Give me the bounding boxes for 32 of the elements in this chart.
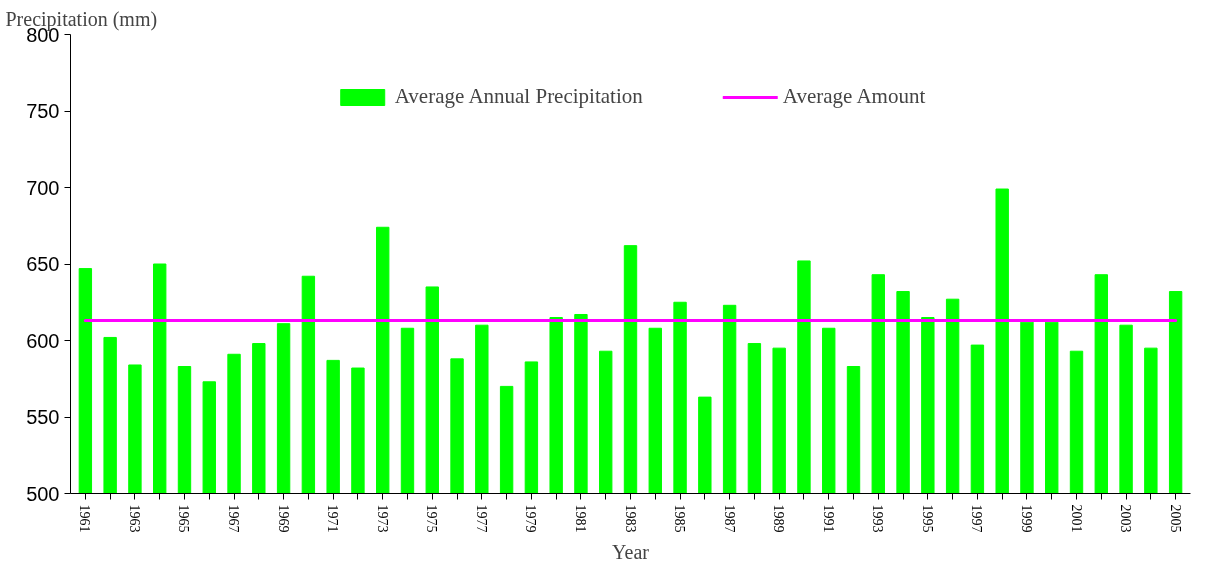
x-tick-label: 1985 (672, 504, 688, 533)
x-tick-label: 1967 (226, 504, 242, 533)
legend-label: Average Annual Precipitation (394, 84, 643, 109)
x-tick-label: 1965 (176, 504, 192, 533)
x-tick-label: 1975 (424, 504, 440, 533)
x-tick-label: 1961 (77, 504, 93, 533)
x-tick-label: 1991 (820, 504, 836, 533)
x-tick-label: 1983 (622, 504, 638, 533)
x-tick-label: 1973 (374, 504, 390, 533)
x-tick-label: 1979 (523, 504, 539, 533)
x-tick-label: 1999 (1018, 504, 1034, 533)
y-tick-label: 700 (26, 176, 60, 199)
x-tick-label: 2005 (1167, 504, 1183, 533)
y-tick-label: 550 (26, 406, 60, 428)
y-tick-label: 500 (26, 482, 60, 505)
x-tick-label: 1981 (572, 504, 588, 533)
x-tick-label: 1995 (919, 504, 935, 533)
x-tick-label: 1963 (126, 504, 142, 533)
x-tick-label: 1969 (275, 504, 291, 533)
x-tick-label: 1987 (721, 504, 737, 533)
x-tick-label: 1997 (969, 504, 985, 533)
x-tick-label: 1977 (473, 504, 489, 533)
x-tick-label: 1971 (325, 504, 341, 533)
legend-label: Average Amount (782, 84, 926, 109)
y-tick-label: 650 (26, 253, 60, 275)
y-tick-label: 750 (26, 100, 60, 122)
x-tick-label: 1993 (870, 504, 886, 533)
x-tick-label: 2003 (1118, 504, 1134, 533)
x-tick-label: 2001 (1068, 504, 1084, 533)
x-tick-label: 1989 (771, 504, 787, 533)
y-tick-label: 600 (26, 329, 60, 352)
x-axis-title: Year (612, 540, 650, 563)
